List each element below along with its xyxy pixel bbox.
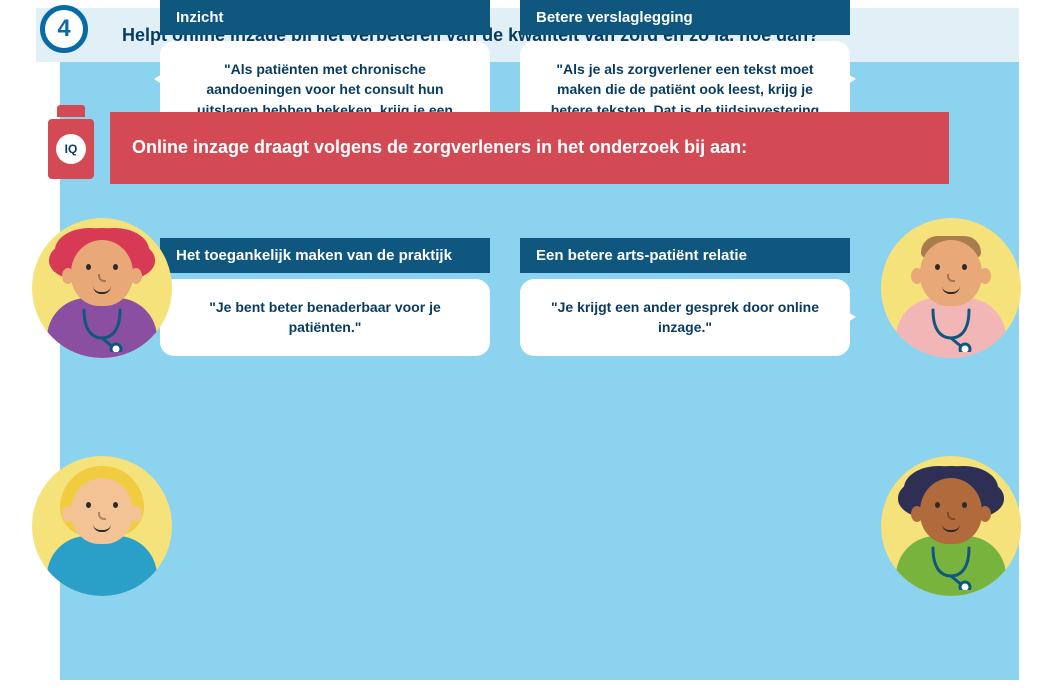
quote-heading: Het toegankelijk maken van de praktijk [160,238,490,273]
avatar-illustration [881,218,1021,358]
iq-bottle-icon: IQ [48,105,94,185]
quote-bubble: "Je bent beter benaderbaar voor je patië… [160,279,490,356]
red-banner: Online inzage draagt volgens de zorgverl… [110,112,949,184]
iq-label: IQ [56,134,86,164]
quote-heading: Een betere arts-patiënt relatie [520,238,850,273]
quote-block: Het toegankelijk maken van de praktijk "… [160,238,490,356]
quote-block: Een betere arts-patiënt relatie "Je krij… [520,238,850,356]
section-number-badge: 4 [40,5,88,53]
quote-heading: Inzicht [160,0,490,35]
avatar-illustration [32,456,172,596]
avatar-illustration [32,218,172,358]
quote-bubble: "Je krijgt een ander gesprek door online… [520,279,850,356]
avatar-illustration [881,456,1021,596]
quote-heading: Betere verslaglegging [520,0,850,35]
